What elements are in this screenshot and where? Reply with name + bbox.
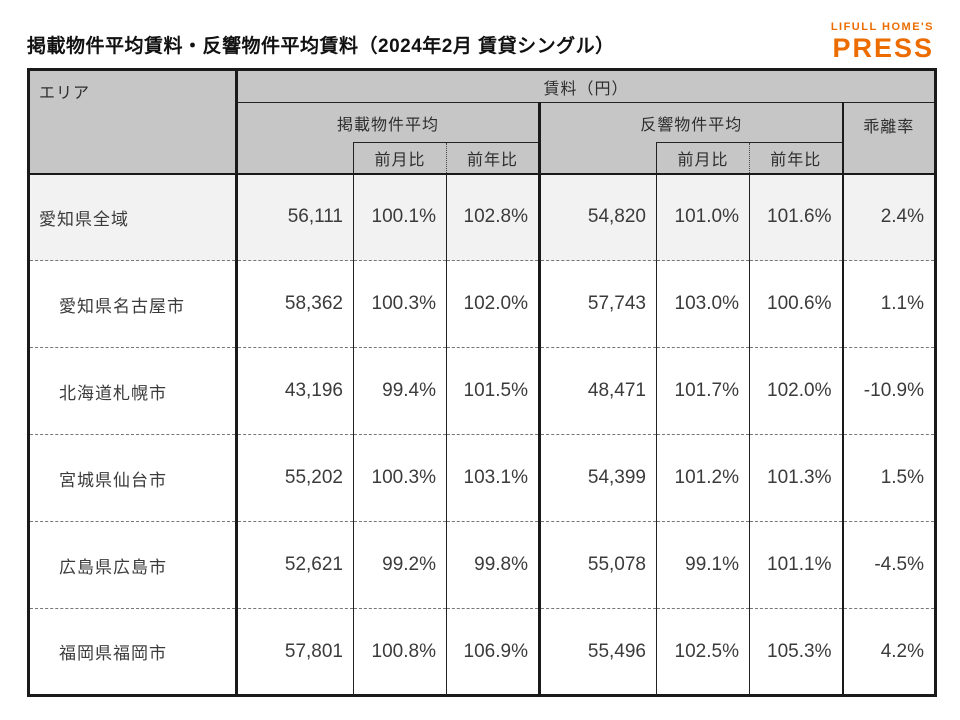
deviation-cell: 2.4% bbox=[841, 173, 936, 261]
table-row: 広島県広島市 52,621 99.2% 99.8% 55,078 99.1% 1… bbox=[28, 521, 936, 609]
area-cell: 愛知県名古屋市 bbox=[28, 260, 237, 348]
listed-mom-cell: 100.3% bbox=[353, 260, 447, 348]
response-yoy-cell: 101.3% bbox=[749, 434, 843, 522]
listed-yoy-cell: 101.5% bbox=[446, 347, 540, 435]
column-header-response-average: 反響物件平均 bbox=[538, 102, 843, 143]
response-mom-cell: 99.1% bbox=[656, 521, 750, 609]
page-title: 掲載物件平均賃料・反響物件平均賃料（2024年2月 賃貸シングル） bbox=[27, 36, 615, 57]
logo-text-press: PRESS bbox=[832, 33, 934, 63]
listed-yoy-cell: 99.8% bbox=[446, 521, 540, 609]
listed-mom-cell: 99.4% bbox=[353, 347, 447, 435]
listed-avg-cell: 57,801 bbox=[235, 608, 354, 696]
area-cell: 北海道札幌市 bbox=[28, 347, 237, 435]
response-avg-cell: 55,078 bbox=[538, 521, 657, 609]
response-avg-cell: 48,471 bbox=[538, 347, 657, 435]
response-avg-cell: 55,496 bbox=[538, 608, 657, 696]
response-mom-cell: 101.2% bbox=[656, 434, 750, 522]
column-header-area: エリア bbox=[28, 69, 237, 175]
table-body: 愛知県全域 56,111 100.1% 102.8% 54,820 101.0%… bbox=[28, 173, 936, 696]
table-row: 福岡県福岡市 57,801 100.8% 106.9% 55,496 102.5… bbox=[28, 608, 936, 696]
listed-mom-cell: 100.3% bbox=[353, 434, 447, 522]
deviation-cell: 1.5% bbox=[841, 434, 936, 522]
listed-avg-cell: 56,111 bbox=[235, 173, 354, 261]
column-header-response-mom: 前月比 bbox=[656, 142, 750, 175]
listed-yoy-cell: 103.1% bbox=[446, 434, 540, 522]
listed-avg-cell: 55,202 bbox=[235, 434, 354, 522]
response-yoy-cell: 105.3% bbox=[749, 608, 843, 696]
listed-mom-cell: 100.1% bbox=[353, 173, 447, 261]
column-header-response-yoy: 前年比 bbox=[749, 142, 843, 175]
rent-data-table: エリア 賃料（円） 掲載物件平均 反響物件平均 乖離率 前月比 前年比 前月比 … bbox=[27, 68, 937, 697]
column-header-rent-yen: 賃料（円） bbox=[235, 69, 936, 103]
table-header: エリア 賃料（円） 掲載物件平均 反響物件平均 乖離率 前月比 前年比 前月比 … bbox=[28, 69, 936, 175]
area-cell: 宮城県仙台市 bbox=[28, 434, 237, 522]
response-yoy-cell: 100.6% bbox=[749, 260, 843, 348]
deviation-cell: 4.2% bbox=[841, 608, 936, 696]
listed-mom-cell: 99.2% bbox=[353, 521, 447, 609]
logo-text-lifull-homes: LIFULL HOME'S bbox=[830, 21, 934, 33]
response-mom-cell: 102.5% bbox=[656, 608, 750, 696]
response-yoy-cell: 102.0% bbox=[749, 347, 843, 435]
response-mom-cell: 101.0% bbox=[656, 173, 750, 261]
column-header-listed-yoy: 前年比 bbox=[446, 142, 540, 175]
lifull-homes-press-logo: LIFULL HOME'S PRESS bbox=[831, 22, 934, 62]
response-mom-cell: 103.0% bbox=[656, 260, 750, 348]
listed-mom-cell: 100.8% bbox=[353, 608, 447, 696]
listed-yoy-cell: 102.0% bbox=[446, 260, 540, 348]
deviation-cell: -4.5% bbox=[841, 521, 936, 609]
table-row: 宮城県仙台市 55,202 100.3% 103.1% 54,399 101.2… bbox=[28, 434, 936, 522]
column-header-listed-mom: 前月比 bbox=[353, 142, 447, 175]
listed-avg-cell: 58,362 bbox=[235, 260, 354, 348]
response-avg-cell: 54,399 bbox=[538, 434, 657, 522]
area-cell: 愛知県全域 bbox=[28, 173, 237, 261]
deviation-cell: -10.9% bbox=[841, 347, 936, 435]
listed-avg-cell: 52,621 bbox=[235, 521, 354, 609]
area-cell: 福岡県福岡市 bbox=[28, 608, 237, 696]
response-mom-cell: 101.7% bbox=[656, 347, 750, 435]
listed-avg-cell: 43,196 bbox=[235, 347, 354, 435]
table-row: 愛知県全域 56,111 100.1% 102.8% 54,820 101.0%… bbox=[28, 173, 936, 261]
listed-yoy-cell: 106.9% bbox=[446, 608, 540, 696]
table-row: 愛知県名古屋市 58,362 100.3% 102.0% 57,743 103.… bbox=[28, 260, 936, 348]
listed-yoy-cell: 102.8% bbox=[446, 173, 540, 261]
response-avg-cell: 57,743 bbox=[538, 260, 657, 348]
deviation-cell: 1.1% bbox=[841, 260, 936, 348]
blank-header-cell bbox=[235, 142, 354, 175]
table-row: 北海道札幌市 43,196 99.4% 101.5% 48,471 101.7%… bbox=[28, 347, 936, 435]
header-bar: 掲載物件平均賃料・反響物件平均賃料（2024年2月 賃貸シングル） LIFULL… bbox=[27, 12, 934, 64]
blank-header-cell bbox=[538, 142, 657, 175]
column-header-deviation-rate: 乖離率 bbox=[841, 102, 936, 175]
response-avg-cell: 54,820 bbox=[538, 173, 657, 261]
column-header-listed-average: 掲載物件平均 bbox=[235, 102, 540, 143]
response-yoy-cell: 101.1% bbox=[749, 521, 843, 609]
area-cell: 広島県広島市 bbox=[28, 521, 237, 609]
response-yoy-cell: 101.6% bbox=[749, 173, 843, 261]
